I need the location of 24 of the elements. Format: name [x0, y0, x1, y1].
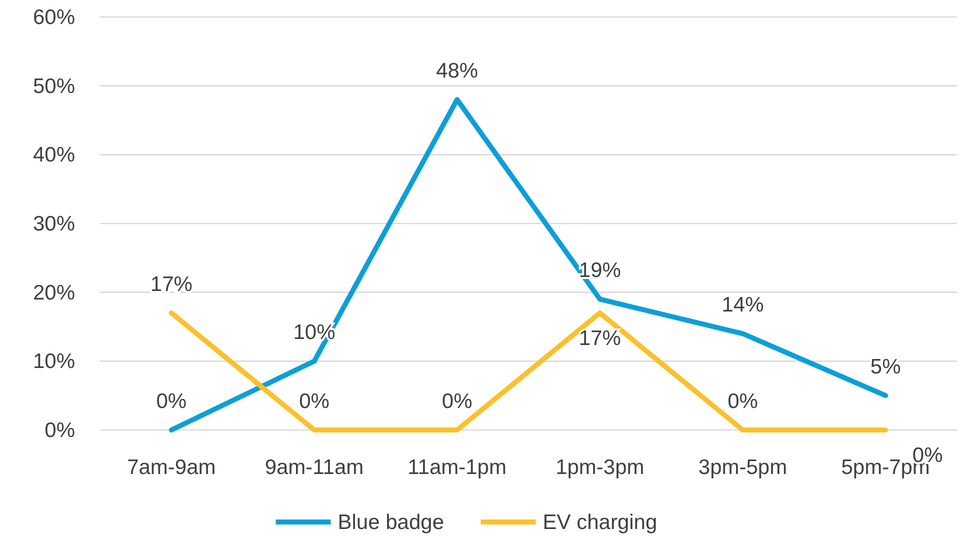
legend-label: EV charging	[542, 511, 658, 534]
data-label: 17%	[578, 326, 621, 350]
data-label: 17%	[150, 272, 192, 296]
x-tick-label: 1pm-3pm	[556, 456, 644, 479]
y-tick-label: 10%	[32, 350, 75, 374]
x-tick-label: 3pm-5pm	[698, 456, 788, 479]
y-tick-label: 50%	[32, 74, 75, 98]
y-tick-label: 0%	[44, 419, 75, 442]
x-tick-label: 9am-11am	[264, 456, 364, 479]
data-label: 0%	[442, 390, 472, 413]
x-tick-label: 11am-1pm	[408, 456, 506, 479]
data-label: 48%	[436, 60, 478, 83]
y-tick-label: 20%	[32, 281, 75, 304]
legend-label: Blue badge	[338, 511, 444, 534]
data-label: 19%	[578, 259, 621, 282]
y-tick-label: 40%	[32, 144, 75, 167]
y-tick-label: 30%	[32, 212, 75, 236]
data-label: 0%	[728, 390, 758, 413]
x-tick-label: 7am-9am	[127, 456, 216, 479]
data-label: 5%	[870, 356, 901, 379]
data-label: 14%	[722, 294, 764, 317]
data-label: 0%	[156, 390, 187, 413]
data-label: 0%	[299, 390, 330, 413]
y-tick-label: 60%	[32, 6, 75, 29]
